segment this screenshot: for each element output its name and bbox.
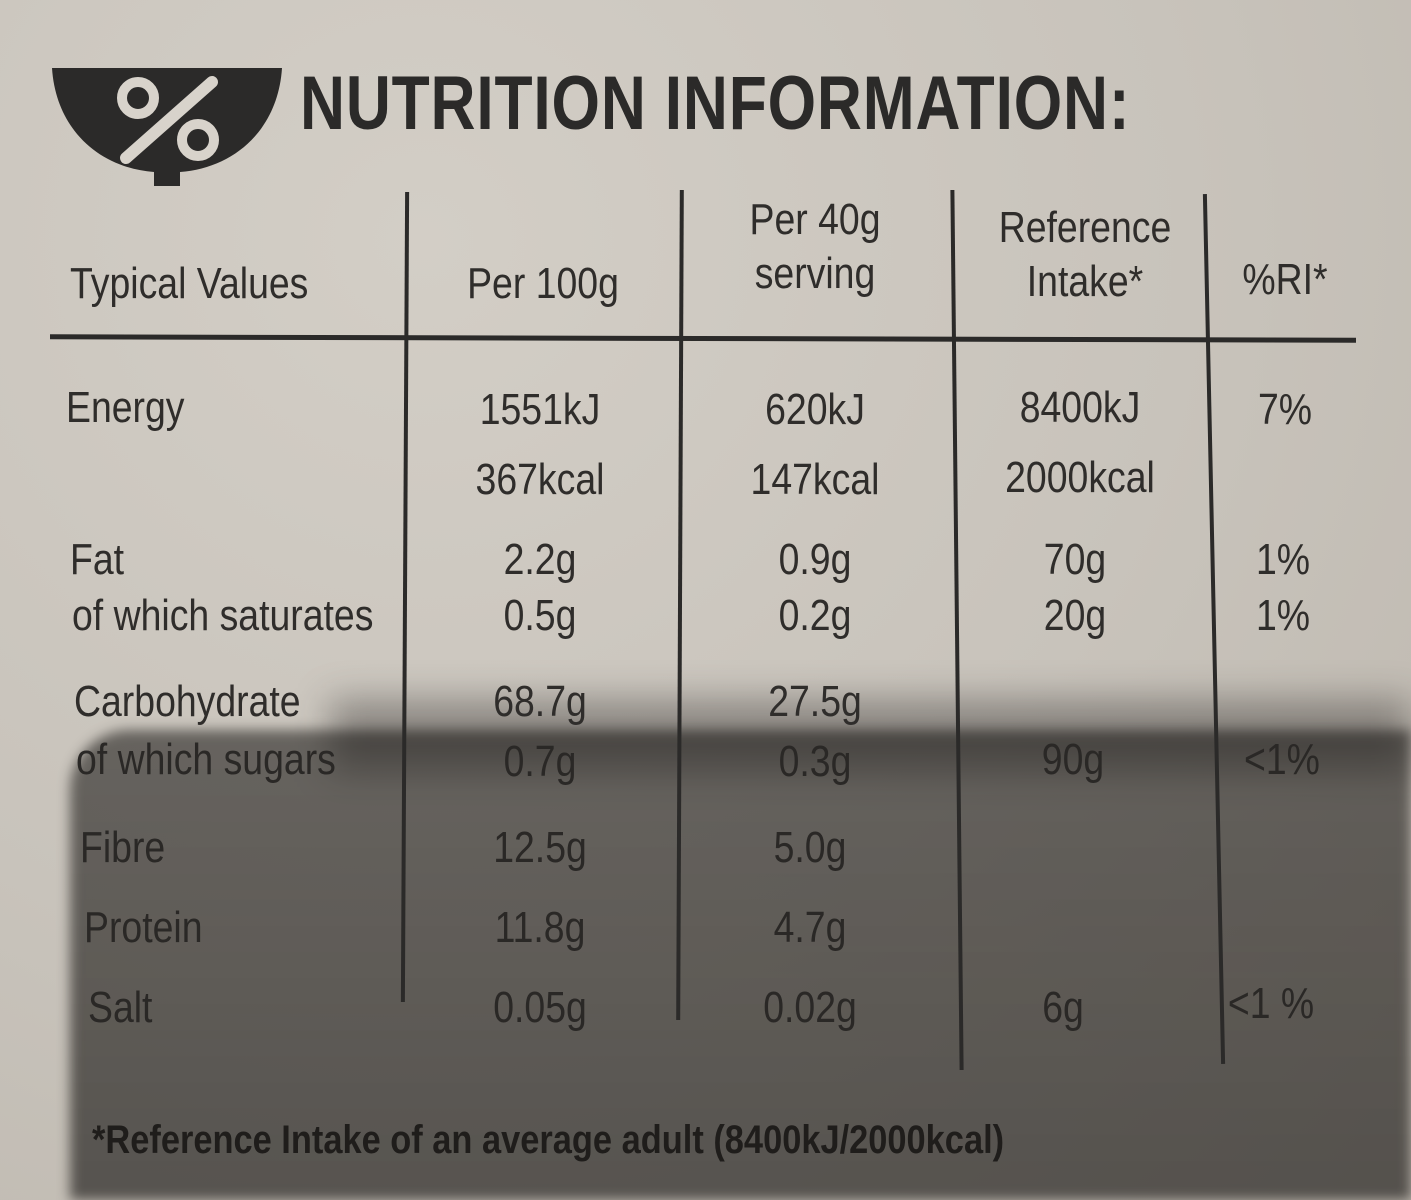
protein-per100: 11.8g — [494, 903, 586, 952]
fat-ref: 70g — [1043, 535, 1107, 584]
shadow-overlay — [70, 730, 1411, 1200]
row-label-energy: Energy — [66, 383, 185, 432]
header-reference: Reference — [998, 203, 1172, 252]
energy-per100-kcal: 367kcal — [475, 455, 605, 504]
fibre-per40: 5.0g — [773, 823, 847, 872]
row-label-sugars: of which sugars — [76, 735, 336, 784]
carbohydrate-per40: 27.5g — [768, 677, 862, 726]
salt-per100: 0.05g — [493, 983, 587, 1032]
energy-ref-kcal: 2000kcal — [1005, 453, 1155, 502]
header-per-40g: Per 40g — [749, 195, 881, 244]
salt-per40: 0.02g — [763, 983, 857, 1032]
saturates-ri: 1% — [1255, 591, 1311, 640]
carbohydrate-per100: 68.7g — [493, 677, 587, 726]
energy-ref-kj: 8400kJ — [1019, 383, 1141, 432]
page-title: NUTRITION INFORMATION: — [300, 61, 1131, 146]
header-ri: %RI* — [1242, 255, 1328, 304]
fat-per40: 0.9g — [778, 535, 852, 584]
row-label-salt: Salt — [88, 983, 153, 1032]
protein-per40: 4.7g — [773, 903, 847, 952]
header-intake: Intake* — [1026, 257, 1144, 306]
percent-bowl-icon — [52, 68, 282, 186]
row-label-saturates: of which saturates — [72, 591, 374, 640]
row-label-fat: Fat — [70, 535, 125, 584]
sugars-ri: <1% — [1244, 735, 1320, 784]
energy-per40-kcal: 147kcal — [750, 455, 880, 504]
sugars-ref: 90g — [1041, 735, 1105, 784]
fat-ri: 1% — [1255, 535, 1311, 584]
row-label-carbohydrate: Carbohydrate — [74, 677, 301, 726]
fibre-per100: 12.5g — [493, 823, 587, 872]
energy-ri: 7% — [1257, 385, 1313, 434]
header-per-100g: Per 100g — [467, 259, 619, 308]
sugars-per100: 0.7g — [503, 737, 577, 786]
row-label-fibre: Fibre — [80, 823, 166, 872]
saturates-per40: 0.2g — [778, 591, 852, 640]
salt-ref: 6g — [1042, 983, 1084, 1032]
header-typical-values: Typical Values — [70, 259, 309, 308]
salt-ri: <1 % — [1227, 979, 1315, 1028]
saturates-ref: 20g — [1043, 591, 1107, 640]
row-label-protein: Protein — [84, 903, 203, 952]
footnote: *Reference Intake of an average adult (8… — [92, 1118, 1005, 1162]
header-serving: serving — [754, 249, 876, 298]
energy-per100-kj: 1551kJ — [479, 385, 601, 434]
energy-per40-kj: 620kJ — [765, 385, 865, 434]
fat-per100: 2.2g — [503, 535, 577, 584]
sugars-per40: 0.3g — [778, 737, 852, 786]
saturates-per100: 0.5g — [503, 591, 577, 640]
